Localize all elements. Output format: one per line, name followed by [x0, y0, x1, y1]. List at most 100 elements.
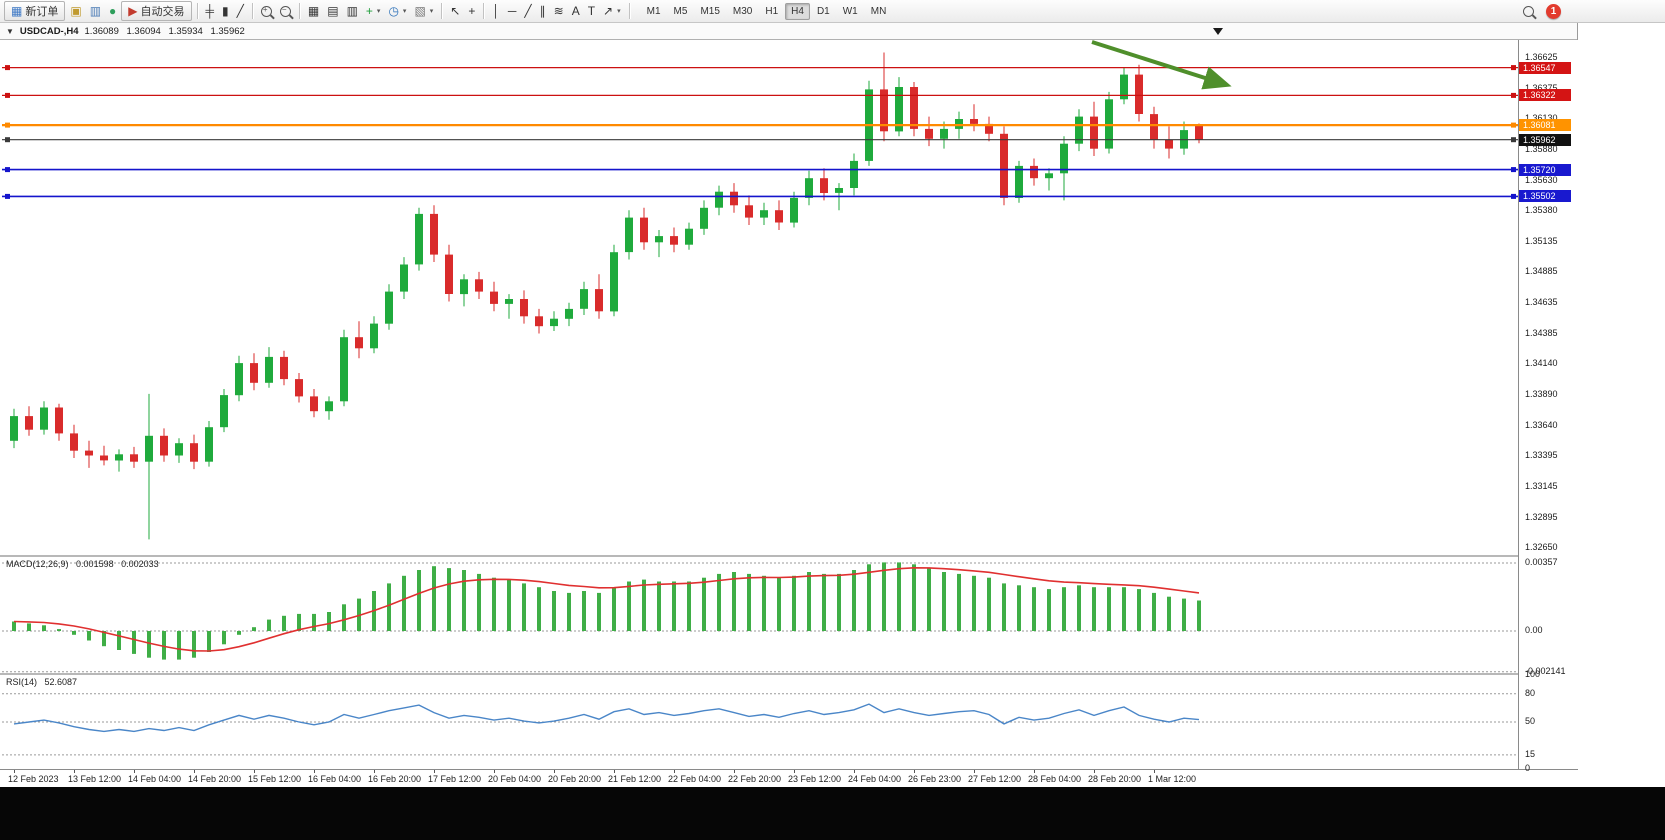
macd-histogram-bar [912, 564, 916, 631]
line-handle[interactable] [1511, 137, 1516, 143]
shapes-button[interactable]: ↗ ▾ [600, 3, 624, 19]
macd-histogram-bar [957, 573, 961, 631]
macd-histogram-bar [402, 575, 406, 631]
timeframe-d1-button[interactable]: D1 [816, 5, 830, 17]
scale-label: 1.35880 [1525, 144, 1558, 154]
line-handle[interactable] [5, 92, 10, 98]
candle [280, 356, 288, 380]
line-handle[interactable] [5, 193, 10, 199]
zoom-out-button[interactable]: − [277, 4, 294, 19]
new-order-button[interactable]: ▦ 新订单 [4, 1, 66, 21]
candle [250, 363, 258, 383]
text-tool-icon[interactable]: A [569, 3, 583, 19]
macd-histogram-bar [702, 577, 706, 631]
macd-histogram-bar [1167, 596, 1171, 631]
horizontal-line-tool-icon[interactable]: ─ [505, 3, 520, 19]
line-handle[interactable] [5, 137, 10, 143]
chart-shift-marker-icon[interactable] [1213, 28, 1223, 35]
time-axis-label: 24 Feb 04:00 [848, 774, 902, 784]
bar-chart-mode-icon[interactable]: ╪ [203, 3, 218, 19]
macd-histogram-bar [687, 581, 691, 631]
line-handle[interactable] [1511, 167, 1516, 173]
trendline-tool-icon[interactable]: ╱ [521, 3, 534, 19]
candle [610, 252, 618, 312]
scale-label: 1.34885 [1525, 266, 1558, 276]
candlestick-mode-icon[interactable]: ▮ [219, 3, 232, 19]
panel-divider[interactable] [0, 555, 1578, 557]
macd-panel[interactable]: MACD(12,26,9) 0.001598 0.002033 [2, 557, 1518, 673]
label-tool-icon[interactable]: T [585, 3, 598, 19]
timeframe-m1-button[interactable]: M1 [646, 5, 661, 17]
magnifier-icon: + [260, 5, 272, 17]
macd-histogram-bar [612, 587, 616, 631]
timeframe-m15-button[interactable]: M15 [700, 5, 720, 17]
price-level-badge: 1.35962 [1519, 134, 1571, 146]
time-axis-label: 28 Feb 20:00 [1088, 774, 1142, 784]
line-handle[interactable] [1511, 193, 1516, 199]
notifications-badge[interactable]: 1 [1546, 3, 1561, 19]
price-scale[interactable]: 1.36625 1.36375 1.36130 1.35880 1.35630 1.353… [1518, 40, 1578, 773]
timeframe-m30-button[interactable]: M30 [732, 5, 753, 17]
candle [490, 291, 498, 304]
zoom-in-button[interactable]: + [258, 4, 275, 19]
line-handle[interactable] [1511, 92, 1516, 98]
timeframe-w1-button[interactable]: W1 [842, 5, 858, 17]
equidistant-channel-tool-icon[interactable]: ∥ [537, 3, 549, 19]
scale-label: 1.36625 [1525, 52, 1558, 62]
time-axis-tick [614, 770, 615, 773]
search-icon[interactable] [1523, 5, 1534, 17]
periods-button[interactable]: ◷ ▾ [385, 3, 409, 19]
timeframe-mn-button[interactable]: MN [870, 5, 887, 17]
rsi-panel[interactable]: RSI(14) 52.6087 [2, 675, 1518, 769]
line-handle[interactable] [1511, 122, 1516, 128]
chart-list-icon[interactable]: ▥ [344, 3, 361, 19]
fibonacci-tool-icon: ≋ [553, 4, 564, 18]
autotrading-button[interactable]: ▶ 自动交易 [121, 1, 192, 21]
line-handle[interactable] [5, 122, 10, 128]
price-chart-canvas[interactable] [2, 40, 1518, 555]
metaeditor-icon[interactable]: ▣ [67, 3, 84, 19]
arrange-charts-icon[interactable]: ▤ [324, 3, 341, 19]
time-axis-tick [974, 770, 975, 773]
timeframe-m5-button[interactable]: M5 [673, 5, 688, 17]
line-handle[interactable] [1511, 65, 1516, 71]
template-button[interactable]: ▧ ▾ [411, 3, 436, 19]
macd-name: MACD(12,26,9) [6, 559, 69, 569]
line-handle[interactable] [5, 167, 10, 173]
price-chart[interactable] [2, 40, 1518, 555]
cursor-icon[interactable]: ↖ [447, 3, 463, 19]
macd-histogram-bar [12, 621, 16, 631]
line-chart-mode-icon[interactable]: ╱ [234, 3, 247, 19]
autotrading-button-label: 自动交易 [140, 6, 185, 18]
data-window-icon[interactable]: ● [106, 3, 119, 19]
vertical-line-tool-icon[interactable]: │ [489, 3, 503, 19]
time-axis-tick [74, 770, 75, 773]
candle [625, 217, 633, 253]
candle [1120, 74, 1128, 100]
line-handle[interactable] [5, 65, 10, 71]
crosshair-icon[interactable]: + [465, 3, 478, 19]
chart-open-value: 1.36089 [84, 25, 119, 37]
candle [955, 119, 963, 129]
price-level-badge: 1.36322 [1519, 89, 1571, 101]
scale-label: 1.32650 [1525, 542, 1558, 552]
market-watch-icon[interactable]: ▥ [87, 3, 104, 19]
candle [415, 213, 423, 265]
panel-divider[interactable] [0, 673, 1578, 675]
timeframe-h4-button[interactable]: H4 [785, 2, 810, 20]
chart-titlebar[interactable]: ▼ USDCAD-,H4 1.36089 1.36094 1.35934 1.3… [0, 23, 1577, 40]
time-axis-label: 22 Feb 04:00 [668, 774, 722, 784]
trend-arrow-annotation[interactable] [1091, 40, 1232, 90]
collapse-icon[interactable]: ▼ [6, 26, 14, 36]
timeframe-h1-button[interactable]: H1 [765, 5, 779, 17]
candle [235, 363, 243, 396]
tile-windows-icon[interactable]: ▦ [305, 3, 322, 19]
candle [880, 89, 888, 132]
time-axis[interactable]: 12 Feb 2023 13 Feb 12:00 14 Feb 04:00 14 Fe… [0, 769, 1578, 788]
candle [1015, 165, 1023, 198]
fibonacci-tool-icon[interactable]: ≋ [551, 3, 567, 19]
macd-histogram-bar [1002, 583, 1006, 631]
time-axis-label: 16 Feb 20:00 [368, 774, 422, 784]
add-indicator-button[interactable]: + ▾ [363, 3, 384, 19]
time-axis-tick [1034, 770, 1035, 773]
